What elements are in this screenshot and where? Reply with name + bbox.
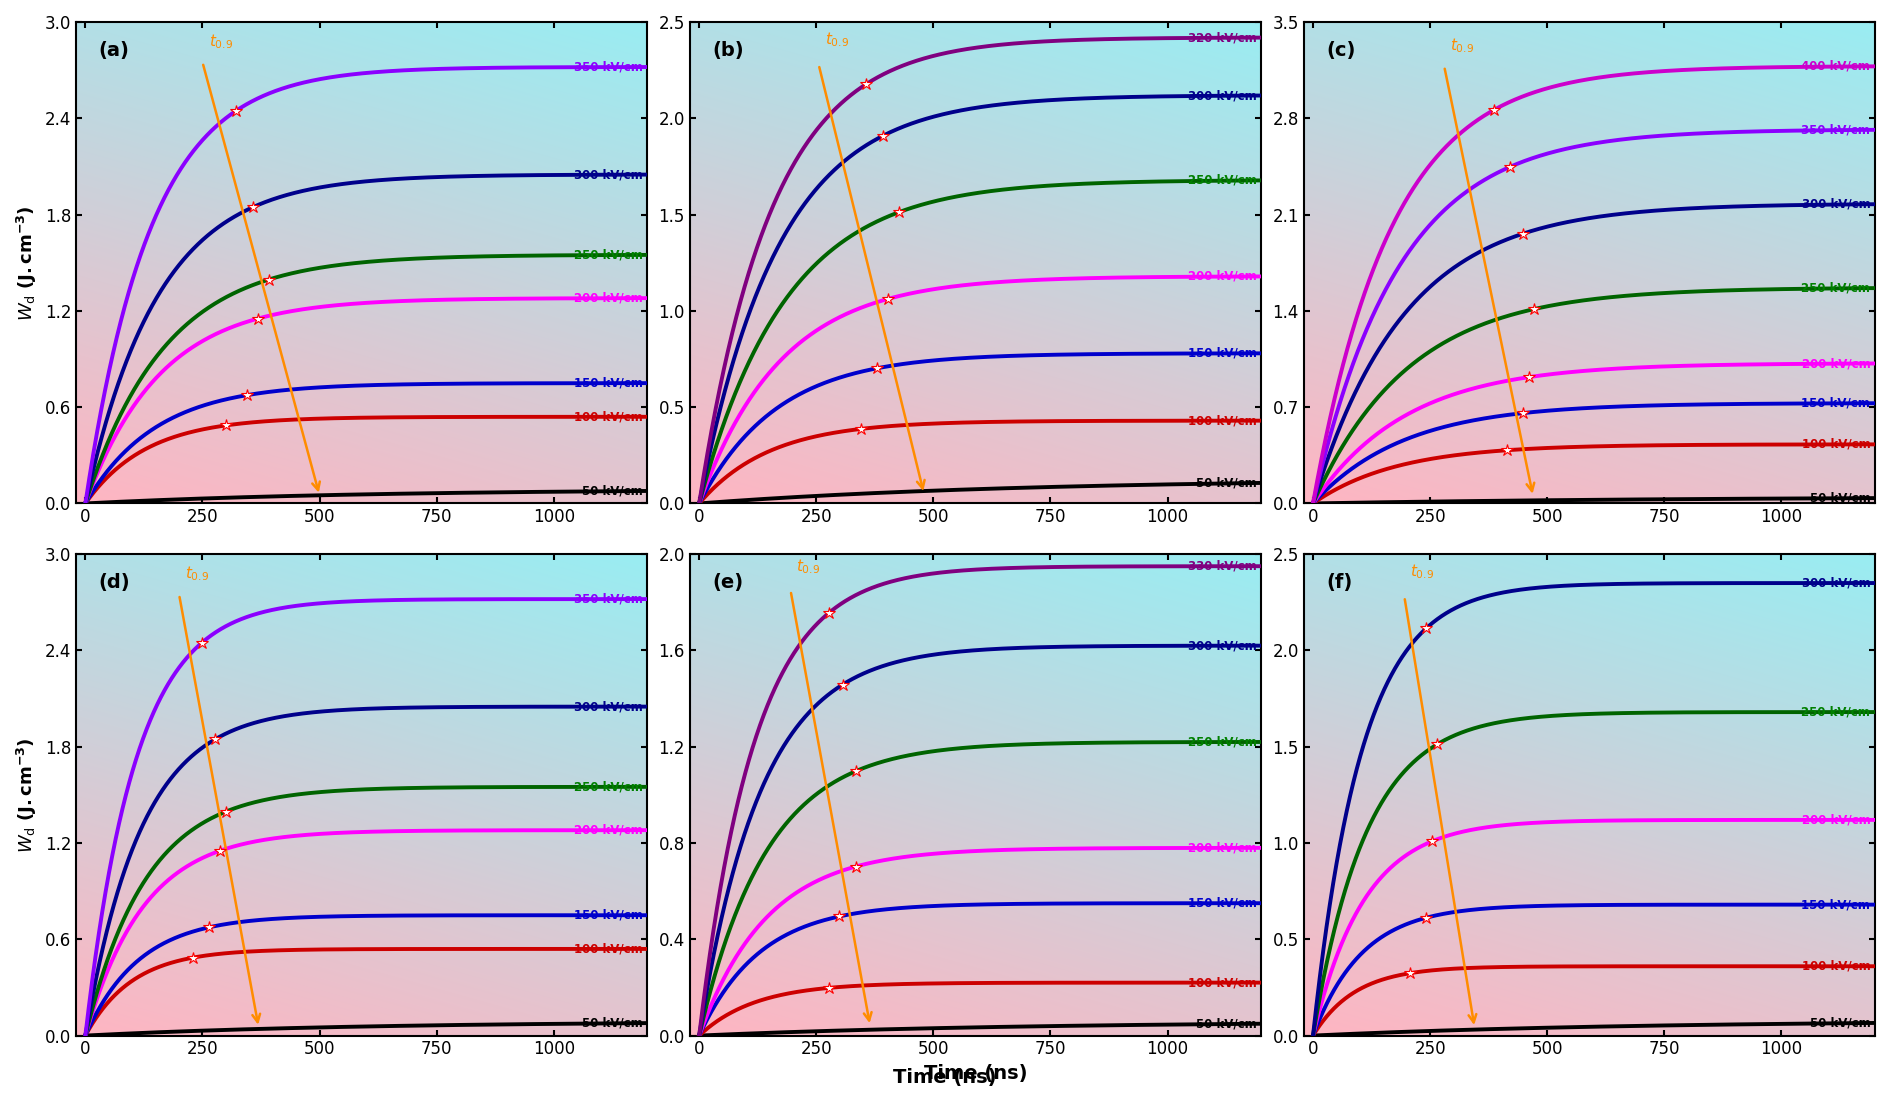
- Text: 250 kV/cm: 250 kV/cm: [1800, 706, 1870, 718]
- Text: 400 kV/cm: 400 kV/cm: [1800, 60, 1870, 72]
- Text: 300 kV/cm: 300 kV/cm: [1800, 576, 1870, 590]
- Text: 200 kV/cm: 200 kV/cm: [1800, 357, 1870, 370]
- Text: (c): (c): [1326, 42, 1354, 60]
- Text: 330 kV/cm: 330 kV/cm: [1186, 560, 1256, 573]
- Text: $t_{0.9}$: $t_{0.9}$: [185, 564, 210, 583]
- Text: (a): (a): [98, 42, 130, 60]
- Text: 150 kV/cm: 150 kV/cm: [1186, 897, 1256, 910]
- Text: 50 kV/cm: 50 kV/cm: [1808, 492, 1870, 505]
- Text: (f): (f): [1326, 573, 1353, 593]
- Text: 150 kV/cm: 150 kV/cm: [574, 909, 642, 921]
- Text: 300 kV/cm: 300 kV/cm: [1800, 198, 1870, 211]
- Text: 150 kV/cm: 150 kV/cm: [574, 377, 642, 390]
- Text: 200 kV/cm: 200 kV/cm: [574, 292, 642, 304]
- Text: 100 kV/cm: 100 kV/cm: [1186, 976, 1256, 989]
- Y-axis label: $W_{\rm d}\ \mathregular{(J.cm^{-3})}$: $W_{\rm d}\ \mathregular{(J.cm^{-3})}$: [15, 205, 40, 321]
- Text: 50 kV/cm: 50 kV/cm: [582, 484, 642, 497]
- Text: 50 kV/cm: 50 kV/cm: [1196, 477, 1256, 490]
- Text: 350 kV/cm: 350 kV/cm: [574, 593, 642, 606]
- Y-axis label: $W_{\rm d}\ \mathregular{(J.cm^{-3})}$: $W_{\rm d}\ \mathregular{(J.cm^{-3})}$: [15, 737, 40, 853]
- Text: 50 kV/cm: 50 kV/cm: [582, 1017, 642, 1030]
- Text: 320 kV/cm: 320 kV/cm: [1186, 31, 1256, 44]
- Text: 100 kV/cm: 100 kV/cm: [574, 942, 642, 955]
- Text: 200 kV/cm: 200 kV/cm: [1186, 270, 1256, 283]
- Text: (d): (d): [98, 573, 130, 593]
- Text: 250 kV/cm: 250 kV/cm: [574, 781, 642, 794]
- Text: 200 kV/cm: 200 kV/cm: [1186, 841, 1256, 854]
- Text: 200 kV/cm: 200 kV/cm: [1800, 814, 1870, 827]
- Text: 250 kV/cm: 250 kV/cm: [1800, 281, 1870, 294]
- Text: 100 kV/cm: 100 kV/cm: [1800, 438, 1870, 451]
- Text: $t_{0.9}$: $t_{0.9}$: [1409, 562, 1434, 581]
- Text: 150 kV/cm: 150 kV/cm: [1800, 898, 1870, 911]
- Text: 250 kV/cm: 250 kV/cm: [1186, 736, 1256, 749]
- X-axis label: Time (ns): Time (ns): [924, 1064, 1028, 1083]
- Text: 50 kV/cm: 50 kV/cm: [1808, 1017, 1870, 1030]
- Text: 300 kV/cm: 300 kV/cm: [1186, 639, 1256, 652]
- Text: $t_{0.9}$: $t_{0.9}$: [795, 557, 820, 575]
- Text: 100 kV/cm: 100 kV/cm: [1800, 960, 1870, 973]
- Text: 100 kV/cm: 100 kV/cm: [574, 411, 642, 424]
- Text: $t_{0.9}$: $t_{0.9}$: [824, 31, 848, 49]
- Text: (e): (e): [712, 573, 744, 593]
- Text: 350 kV/cm: 350 kV/cm: [574, 60, 642, 74]
- Text: (b): (b): [712, 42, 744, 60]
- Text: 100 kV/cm: 100 kV/cm: [1186, 414, 1256, 427]
- Text: 300 kV/cm: 300 kV/cm: [574, 701, 642, 713]
- Text: $t_{0.9}$: $t_{0.9}$: [1449, 36, 1473, 55]
- Text: 50 kV/cm: 50 kV/cm: [1196, 1017, 1256, 1030]
- Text: Time (ns): Time (ns): [893, 1068, 996, 1087]
- Text: 250 kV/cm: 250 kV/cm: [1186, 173, 1256, 187]
- Text: 250 kV/cm: 250 kV/cm: [574, 248, 642, 261]
- Text: 350 kV/cm: 350 kV/cm: [1800, 123, 1870, 136]
- Text: 150 kV/cm: 150 kV/cm: [1800, 396, 1870, 410]
- Text: $t_{0.9}$: $t_{0.9}$: [210, 32, 234, 51]
- Text: 300 kV/cm: 300 kV/cm: [1186, 89, 1256, 102]
- Text: 150 kV/cm: 150 kV/cm: [1186, 347, 1256, 360]
- Text: 200 kV/cm: 200 kV/cm: [574, 824, 642, 837]
- Text: 300 kV/cm: 300 kV/cm: [574, 168, 642, 181]
